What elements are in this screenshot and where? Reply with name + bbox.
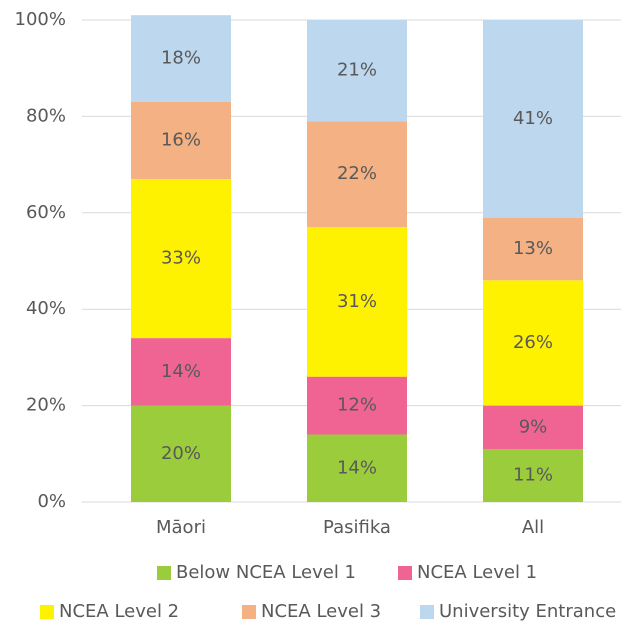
bar-segment <box>483 280 583 406</box>
x-tick-label: All <box>522 517 544 538</box>
data-label: 26% <box>513 332 553 353</box>
legend-swatch <box>398 566 412 580</box>
data-label: 21% <box>337 60 377 81</box>
data-label: 22% <box>337 163 377 184</box>
bar-segment <box>307 434 407 502</box>
bar-segment <box>131 15 231 102</box>
data-label: 14% <box>161 361 201 382</box>
legend-label: University Entrance <box>439 601 616 622</box>
y-tick-label: 80% <box>26 105 66 126</box>
x-tick-label: Pasifika <box>323 517 391 538</box>
data-label: 11% <box>513 464 553 485</box>
y-tick-label: 60% <box>26 202 66 223</box>
x-tick-label: Māori <box>156 517 206 538</box>
bar-segment <box>307 20 407 122</box>
legend-swatch <box>40 605 54 619</box>
legend-swatch <box>157 566 171 580</box>
y-tick-label: 20% <box>26 395 66 416</box>
bar-segment <box>483 405 583 449</box>
data-label: 18% <box>161 48 201 69</box>
legend-swatch <box>420 605 434 619</box>
bar-segment <box>131 101 231 180</box>
data-label: 13% <box>513 238 553 259</box>
data-label: 20% <box>161 443 201 464</box>
bar-segment <box>131 338 231 406</box>
data-label: 31% <box>337 291 377 312</box>
data-label: 9% <box>519 416 548 437</box>
bar-segment <box>131 179 231 339</box>
legend-label: Below NCEA Level 1 <box>176 562 356 583</box>
y-tick-label: 0% <box>37 491 66 512</box>
bar-segment <box>483 20 583 218</box>
legend-label: NCEA Level 2 <box>59 601 179 622</box>
y-tick-label: 40% <box>26 298 66 319</box>
bar-segment <box>307 227 407 377</box>
y-tick-label: 100% <box>15 9 66 30</box>
bar-segment <box>307 121 407 228</box>
legend-label: NCEA Level 3 <box>261 601 381 622</box>
bar-segment <box>483 448 583 502</box>
data-label: 14% <box>337 457 377 478</box>
data-label: 33% <box>161 248 201 269</box>
bar-segment <box>131 405 231 502</box>
legend-label: NCEA Level 1 <box>417 562 537 583</box>
bar-segment <box>307 376 407 435</box>
legend-swatch <box>242 605 256 619</box>
data-label: 41% <box>513 108 553 129</box>
data-label: 16% <box>161 130 201 151</box>
data-label: 12% <box>337 395 377 416</box>
bar-segment <box>483 217 583 281</box>
